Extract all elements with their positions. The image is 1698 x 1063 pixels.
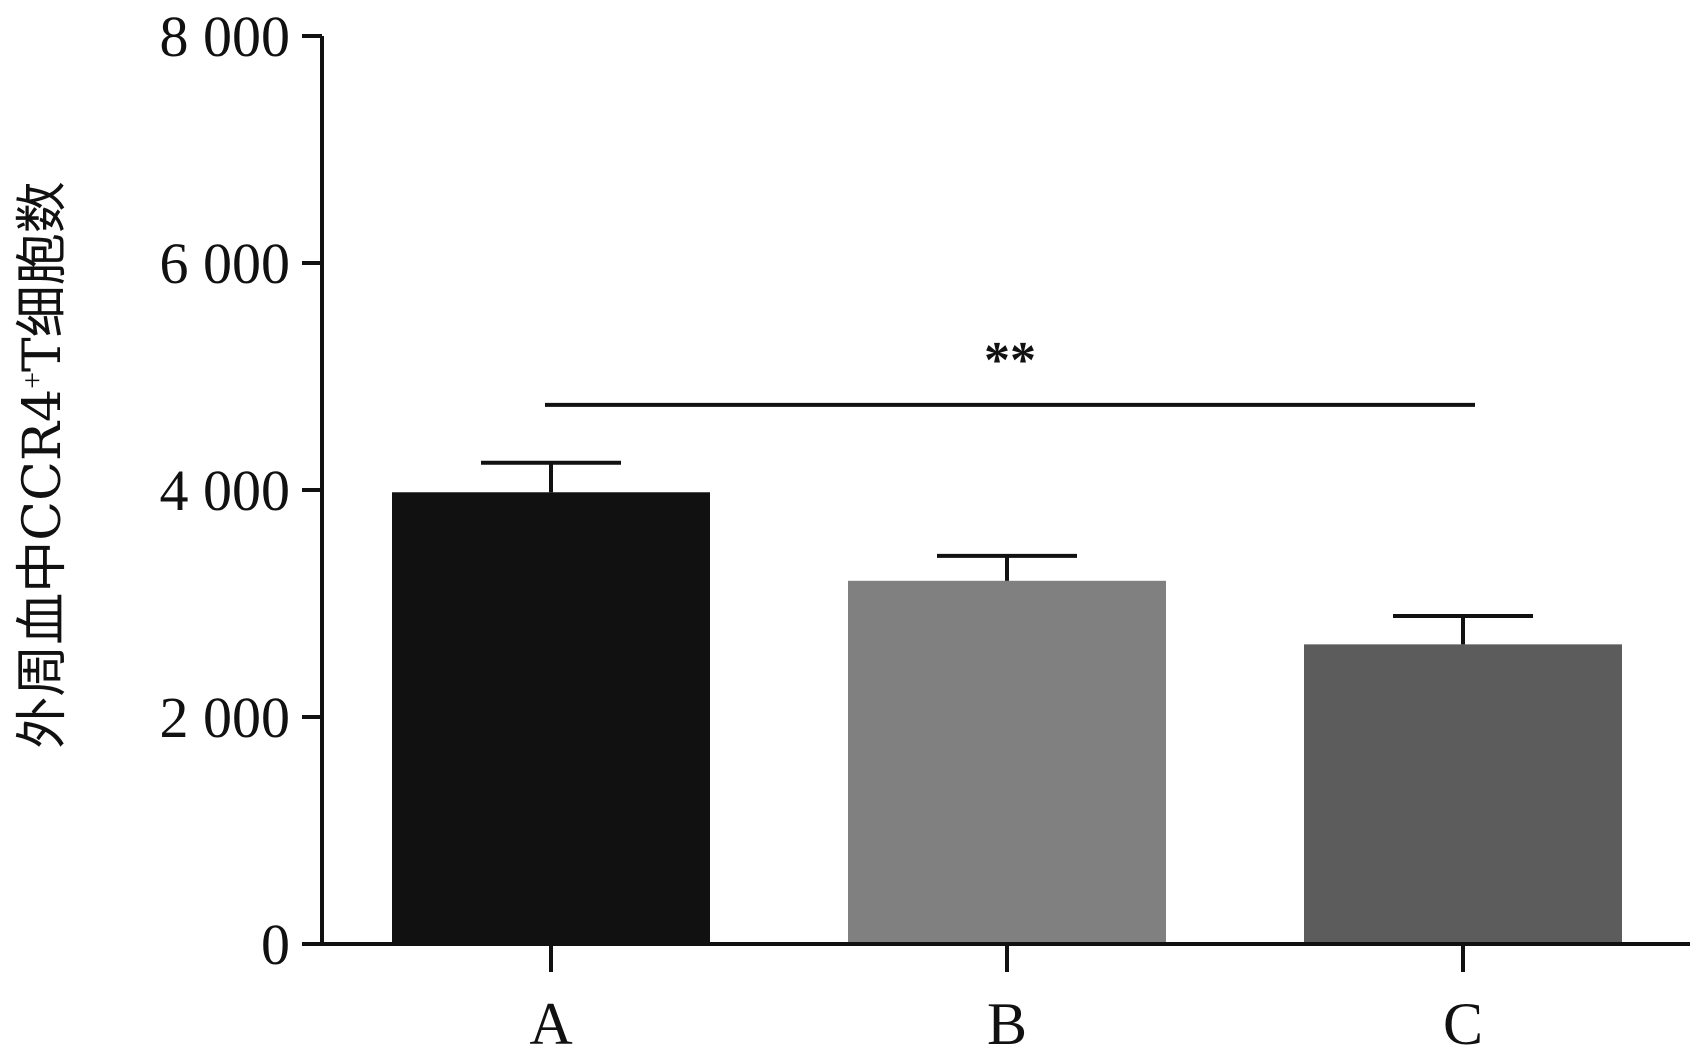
x-tick-label: C (1443, 991, 1483, 1057)
bar-C (1304, 644, 1622, 944)
y-tick-label: 8 000 (160, 4, 291, 69)
bar-B (848, 580, 1166, 944)
y-tick-label: 6 000 (160, 231, 291, 296)
y-axis-label-main: 外周血中CCR4 (13, 389, 73, 749)
error-bars (481, 460, 1533, 645)
y-axis-label-tail: T细胞数 (13, 181, 73, 372)
y-axis-label-superscript: + (16, 372, 49, 389)
bar-A (392, 492, 710, 944)
significance-label: ** (984, 332, 1036, 389)
significance-annotation: ** (545, 332, 1475, 407)
x-tick-label: A (529, 991, 572, 1057)
y-axis-label: 外周血中CCR4+T细胞数 (13, 181, 73, 748)
axes (302, 34, 1690, 972)
tick-labels: 0 2 000 4 000 6 000 8 000 A B C (160, 4, 1484, 1057)
bars (392, 492, 1622, 944)
error-bar-C (1393, 613, 1533, 645)
error-bar-A (481, 460, 621, 493)
y-tick-label: 2 000 (160, 685, 291, 750)
y-tick-label: 0 (261, 912, 290, 977)
y-tick-label: 4 000 (160, 458, 291, 523)
x-tick-label: B (987, 991, 1027, 1057)
error-bar-B (937, 553, 1077, 581)
